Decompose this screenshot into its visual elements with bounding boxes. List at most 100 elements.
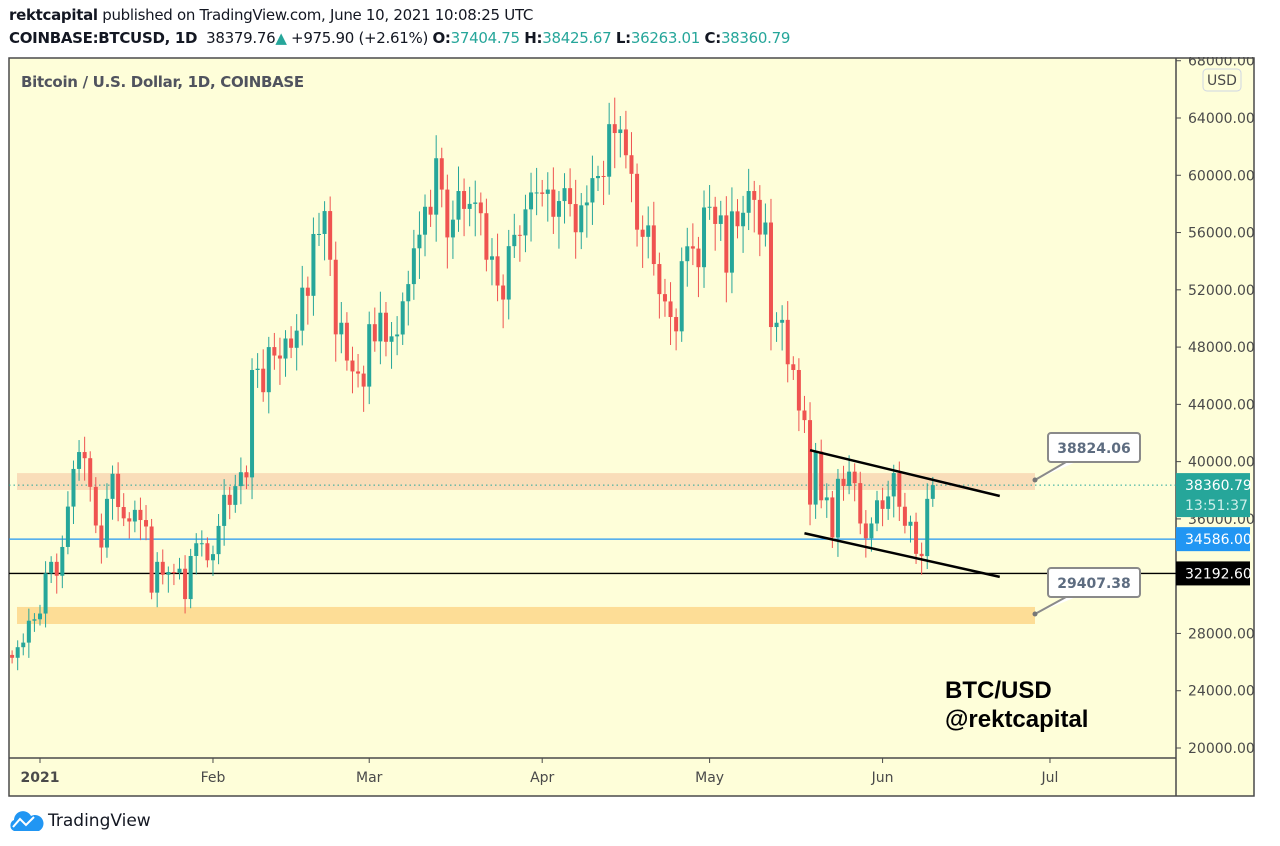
candle — [333, 241, 338, 362]
cloud-logo-icon — [10, 811, 44, 831]
candle-body — [534, 192, 539, 194]
candle-body — [445, 189, 450, 238]
y-tick-label: 60000.00 — [1188, 168, 1255, 184]
candle — [210, 545, 215, 576]
y-tick-label: 40000.00 — [1188, 455, 1255, 471]
candle-body — [194, 543, 199, 556]
candle — [138, 497, 143, 541]
candle-body — [434, 158, 439, 215]
low-value: 36263.01 — [630, 29, 701, 47]
candle — [116, 462, 121, 522]
candle — [925, 483, 930, 570]
candle-body — [729, 211, 734, 273]
lower-channel-line — [804, 532, 1001, 579]
candle — [596, 165, 600, 191]
candle-body — [417, 234, 422, 249]
candle — [562, 173, 567, 224]
candle-body — [512, 234, 517, 247]
candle-body — [10, 654, 15, 658]
candle — [311, 217, 316, 316]
candle — [227, 486, 232, 520]
currency-badge — [1202, 68, 1242, 92]
candle-body — [495, 256, 500, 286]
candle — [38, 604, 42, 626]
last-price-label-text: 38360.79 — [1185, 478, 1252, 494]
y-tick-label: 28000.00 — [1188, 626, 1255, 642]
candle-body — [607, 124, 612, 177]
candle-body — [350, 360, 355, 372]
candle-body — [568, 188, 573, 205]
candle-body — [367, 324, 372, 387]
candle-body — [579, 205, 584, 233]
author[interactable]: rektcapital — [9, 6, 98, 24]
candle-body — [333, 259, 338, 335]
candle-body — [724, 215, 729, 273]
candle — [255, 353, 260, 388]
candle — [21, 633, 26, 656]
candle-body — [657, 264, 662, 295]
candle-body — [32, 619, 37, 621]
candle — [847, 455, 852, 495]
candle — [601, 160, 606, 206]
last-price-label-text: 13:51:37 — [1185, 498, 1248, 514]
candle-body — [300, 287, 305, 331]
candle-body — [517, 234, 522, 236]
candle-body — [690, 246, 695, 249]
candle — [629, 132, 634, 203]
candle-body — [914, 521, 919, 554]
candle — [813, 442, 818, 519]
candle-body — [328, 211, 333, 260]
candle — [858, 471, 863, 535]
candle-body — [824, 497, 829, 501]
candle — [171, 563, 176, 586]
candle-body — [277, 355, 282, 359]
candle — [121, 493, 126, 527]
candle — [60, 535, 65, 589]
candle-body — [238, 472, 243, 487]
candle — [361, 365, 366, 412]
candle-body — [556, 201, 561, 217]
candle-body — [406, 284, 411, 302]
candle — [869, 517, 874, 552]
candle — [914, 512, 919, 564]
watermark-pair: BTC/USD — [945, 677, 1052, 704]
candle — [891, 464, 896, 518]
candle-body — [177, 568, 182, 573]
candle-body — [847, 471, 852, 486]
candle — [785, 301, 790, 383]
candle — [702, 190, 707, 288]
tradingview-logo[interactable]: TradingView — [8, 810, 151, 832]
candle — [132, 500, 137, 533]
candle-body — [702, 207, 707, 268]
brand-name: TradingView — [48, 811, 151, 831]
candle-body — [289, 338, 294, 348]
candle — [183, 555, 188, 614]
candle — [65, 491, 70, 555]
last-price-label — [1176, 473, 1250, 518]
candle — [668, 282, 673, 345]
candle — [356, 354, 361, 388]
candle — [383, 302, 388, 357]
candle — [780, 305, 785, 351]
candle — [646, 206, 651, 259]
candle — [590, 155, 595, 225]
candle — [735, 199, 740, 239]
candle-body — [835, 478, 840, 538]
low-label: L: — [615, 29, 631, 47]
resistance-zone — [17, 473, 1035, 490]
candle-body — [685, 246, 690, 262]
candle — [863, 510, 868, 558]
candle-body — [752, 191, 757, 200]
candle — [690, 223, 695, 266]
x-tick-label: Jun — [871, 770, 894, 786]
candle — [763, 203, 768, 247]
price-label-black-line — [1176, 561, 1250, 586]
candle — [489, 238, 494, 286]
candle-body — [852, 471, 857, 484]
candle — [623, 110, 628, 169]
candle — [160, 549, 165, 585]
candle-body — [356, 371, 361, 374]
candle — [741, 195, 746, 253]
candle — [395, 316, 400, 356]
